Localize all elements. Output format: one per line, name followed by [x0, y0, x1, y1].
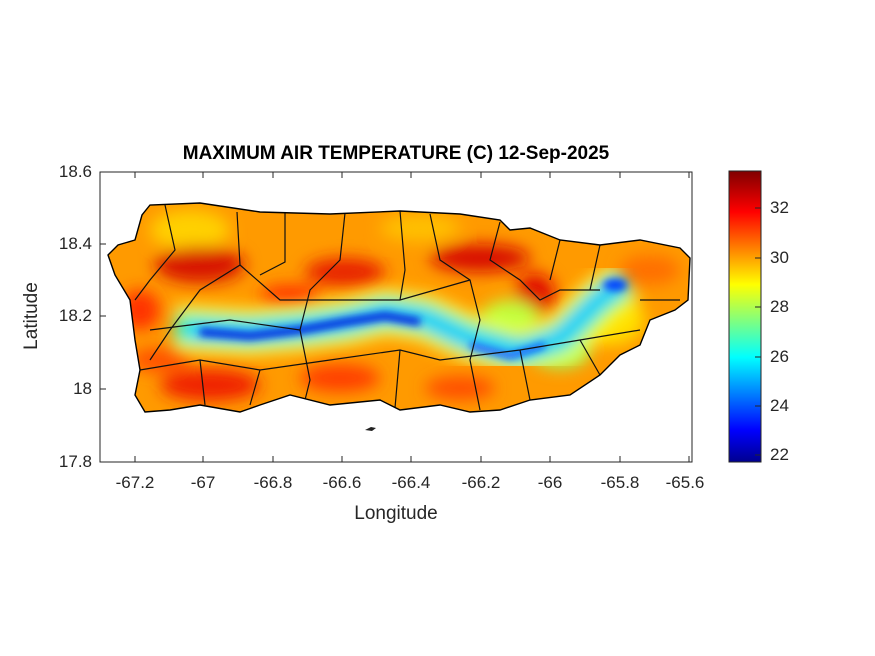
y-tick-label: 18.6 — [58, 162, 92, 181]
x-tick-label: -67 — [190, 473, 216, 492]
x-tick-label: -66.2 — [461, 473, 501, 492]
colorbar-tick-label: 30 — [770, 248, 789, 267]
colorbar-tick-label: 26 — [770, 347, 789, 366]
colorbar-tick-label: 22 — [770, 445, 789, 464]
colorbar-ticks — [755, 207, 761, 456]
x-tick-label: -66 — [537, 473, 563, 492]
colorbar-tick-label: 28 — [770, 297, 789, 316]
x-tick-label: -66.4 — [391, 473, 431, 492]
chart-title: MAXIMUM AIR TEMPERATURE (C) 12-Sep-2025 — [182, 143, 610, 164]
x-tick-label: -65.6 — [665, 473, 705, 492]
y-tick-label: 17.8 — [58, 452, 92, 471]
y-tick-label: 18 — [73, 379, 92, 398]
y-tick-label: 18.4 — [58, 234, 92, 253]
x-ticks — [100, 172, 690, 462]
x-axis-label: Longitude — [354, 503, 438, 524]
colorbar-tick-label: 24 — [770, 396, 789, 415]
municipality-boundaries — [134, 204, 680, 411]
y-tick-label: 18.2 — [58, 306, 92, 325]
x-tick-label: -66.8 — [253, 473, 293, 492]
colorbar-tick-label: 32 — [770, 198, 789, 217]
x-tick-label: -65.8 — [600, 473, 640, 492]
x-tick-label: -66.6 — [322, 473, 362, 492]
colorbar — [728, 170, 762, 463]
vieques-fragment — [365, 427, 376, 431]
x-tick-label: -67.2 — [115, 473, 155, 492]
